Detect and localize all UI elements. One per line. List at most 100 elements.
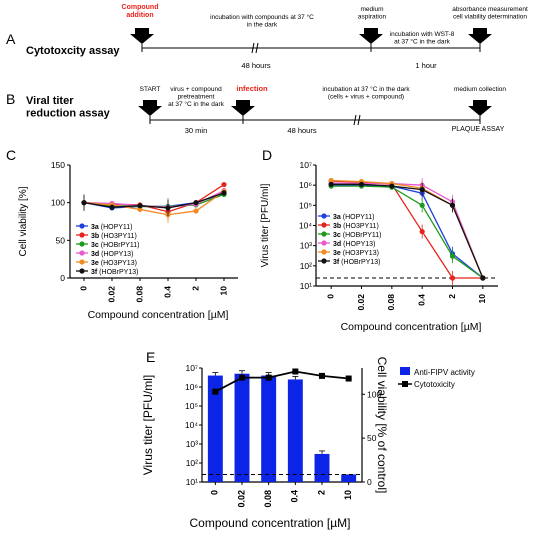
chart-c-legend-desc: (HOBrPY13) <box>97 269 138 276</box>
chart-d-legend-label: 3d (HOPY13) <box>333 241 375 248</box>
chart-d-legend-marker <box>321 222 327 228</box>
chart-c-legend-marker <box>79 250 85 256</box>
chart-c-legend-label: 3e (HO3PY13) <box>91 260 137 267</box>
chart-e-y2-tick-label: 0 <box>367 477 372 487</box>
chart-d-legend-desc: (HOPY11) <box>341 214 375 221</box>
chart-d-point-3f <box>480 275 486 281</box>
chart-d-point-3f <box>358 181 365 187</box>
chart-c-legend-label: 3a (HOPY11) <box>91 224 133 231</box>
chart-e-y-tick-label: 10⁴ <box>185 420 198 430</box>
chart-c-y-tick-label: 150 <box>51 160 65 170</box>
label-absorbance: absorbance measurement cell viability det… <box>452 6 528 21</box>
chart-e-y-tick-label: 10⁷ <box>185 363 198 373</box>
chart-e-cytotoxicity-point <box>319 372 325 379</box>
chart-d-legend-name: 3a <box>333 214 341 221</box>
chart-d-series-line-3d <box>331 182 484 279</box>
chart-e-x-tick-label: 2 <box>316 490 326 495</box>
chart-c-point-3e <box>193 208 199 214</box>
chart-e-bar <box>261 375 277 482</box>
chart-d-x-tick-label: 2 <box>447 294 457 299</box>
chart-e-cytotoxicity-point <box>239 374 245 381</box>
arrow-b-infection <box>231 100 255 116</box>
break-a-1 <box>251 42 255 54</box>
chart-d-y-tick-label: 10⁴ <box>299 221 312 231</box>
label-compound-addition: Compound addition <box>122 4 159 19</box>
chart-d-series-line-3f <box>331 183 484 279</box>
chart-d-point-3b <box>449 275 456 281</box>
chart-d-y-tick-label: 10¹ <box>300 281 312 291</box>
panel-d-letter: D <box>262 147 272 163</box>
chart-d-point-3e <box>328 177 334 184</box>
panel-e-letter: E <box>146 349 155 365</box>
chart-e-x-tick-label: 0.4 <box>290 490 300 503</box>
label-infection: infection <box>236 84 268 93</box>
chart-e-y-tick-label: 10¹ <box>186 477 198 487</box>
chart-d-point-3f <box>449 202 456 208</box>
chart-d-series-line-3c <box>331 185 484 279</box>
chart-e-cytotoxicity-point <box>265 374 272 381</box>
chart-e-y2-tick-label: 100 <box>367 389 381 399</box>
chart-c-y-tick-label: 0 <box>60 273 65 283</box>
duration-b-1: 30 min <box>185 126 208 135</box>
chart-d-legend-marker <box>321 240 327 246</box>
panel-a-letter: A <box>6 31 16 47</box>
chart-d-y-tick-label: 10⁶ <box>299 180 312 190</box>
chart-d-legend-desc: (HO3PY11) <box>341 223 379 230</box>
arrow-a-aspiration <box>359 28 383 44</box>
panel-b-title: Viral titer reduction assay <box>26 95 111 120</box>
chart-e-bar <box>207 375 223 482</box>
chart-e-legend-bar-swatch <box>400 367 410 375</box>
duration-a-1: 48 hours <box>241 61 270 70</box>
chart-c-point-3f <box>193 200 199 206</box>
chart-e-cytotoxicity-point <box>292 368 299 375</box>
chart-c-point-3f <box>221 190 227 196</box>
chart-d-legend-name: 3e <box>333 250 341 257</box>
chart-d-point-3c <box>449 253 456 259</box>
chart-d-legend-marker <box>321 213 327 219</box>
arrow-b-start <box>138 100 162 116</box>
chart-e-x-tick-label: 0.02 <box>236 490 246 508</box>
panel-b: B Viral titer reduction assay START virus… <box>6 84 506 135</box>
chart-c-x-tick-label: 0.4 <box>162 286 172 298</box>
chart-c-x-tick-label: 0.02 <box>106 286 116 303</box>
chart-c-x-tick-label: 2 <box>190 286 200 291</box>
label-start: START <box>140 86 161 93</box>
chart-d-legend-label: 3e (HO3PY13) <box>333 250 379 257</box>
chart-c-legend-name: 3a <box>91 224 99 231</box>
chart-c-x-tick-label: 0 <box>78 286 88 291</box>
chart-e-y-tick-label: 10⁵ <box>185 401 198 411</box>
chart-c-series-line-3f <box>83 192 225 209</box>
chart-c-x-label: Compound concentration [µM] <box>88 309 229 321</box>
chart-c-y-tick-label: 100 <box>51 198 65 208</box>
chart-e-cytotoxicity-point <box>212 388 219 395</box>
chart-d-point-3b <box>419 228 425 235</box>
chart-e-y2-label: Cell viability [% of control] <box>375 357 389 494</box>
chart-d-legend-label: 3c (HOBrPY11) <box>333 232 382 239</box>
chart-e-legend-line-label: Cytotoxicity <box>414 380 455 389</box>
chart-d-legend-desc: (HO3PY13) <box>341 250 379 257</box>
chart-d-legend-marker <box>321 231 327 237</box>
chart-c-point-3f <box>81 200 87 206</box>
label-pretreatment: virus + compound pretreatment at 37 °C in … <box>168 86 224 108</box>
chart-d-point-3f <box>328 181 334 187</box>
chart-c-legend-desc: (HOPY11) <box>99 224 133 231</box>
chart-d-x-label: Compound concentration [µM] <box>341 321 482 333</box>
arrow-b-collection <box>468 100 492 116</box>
chart-d-point-3c <box>419 202 425 208</box>
chart-d-legend-desc: (HOBrPY11) <box>341 232 382 239</box>
chart-d-x-tick-label: 0.4 <box>416 294 426 306</box>
chart-e-y-tick-label: 10² <box>186 458 198 468</box>
chart-c-legend-desc: (HOBrPY11) <box>99 242 140 249</box>
arrow-a-compound <box>130 28 154 44</box>
chart-c-legend-label: 3d (HOPY13) <box>91 251 133 258</box>
label-medium-collection: medium collection <box>454 86 506 93</box>
chart-c: 0 50 100 150 0 0.02 0.08 0.4 2 10 Cell viability [… <box>18 160 238 321</box>
chart-d-legend-name: 3d <box>333 241 341 248</box>
chart-d-legend-label: 3f (HOBrPY13) <box>333 259 380 266</box>
chart-d-y-tick-label: 10⁵ <box>299 200 312 210</box>
chart-c-y-tick-label: 50 <box>56 235 66 245</box>
chart-c-legend-label: 3b (HO3PY11) <box>91 233 137 240</box>
chart-e-legend-line-marker <box>402 381 408 387</box>
chart-d-y-tick-label: 10⁷ <box>299 160 312 170</box>
chart-d-y-label: Virus titer [PFU/ml] <box>260 183 271 267</box>
